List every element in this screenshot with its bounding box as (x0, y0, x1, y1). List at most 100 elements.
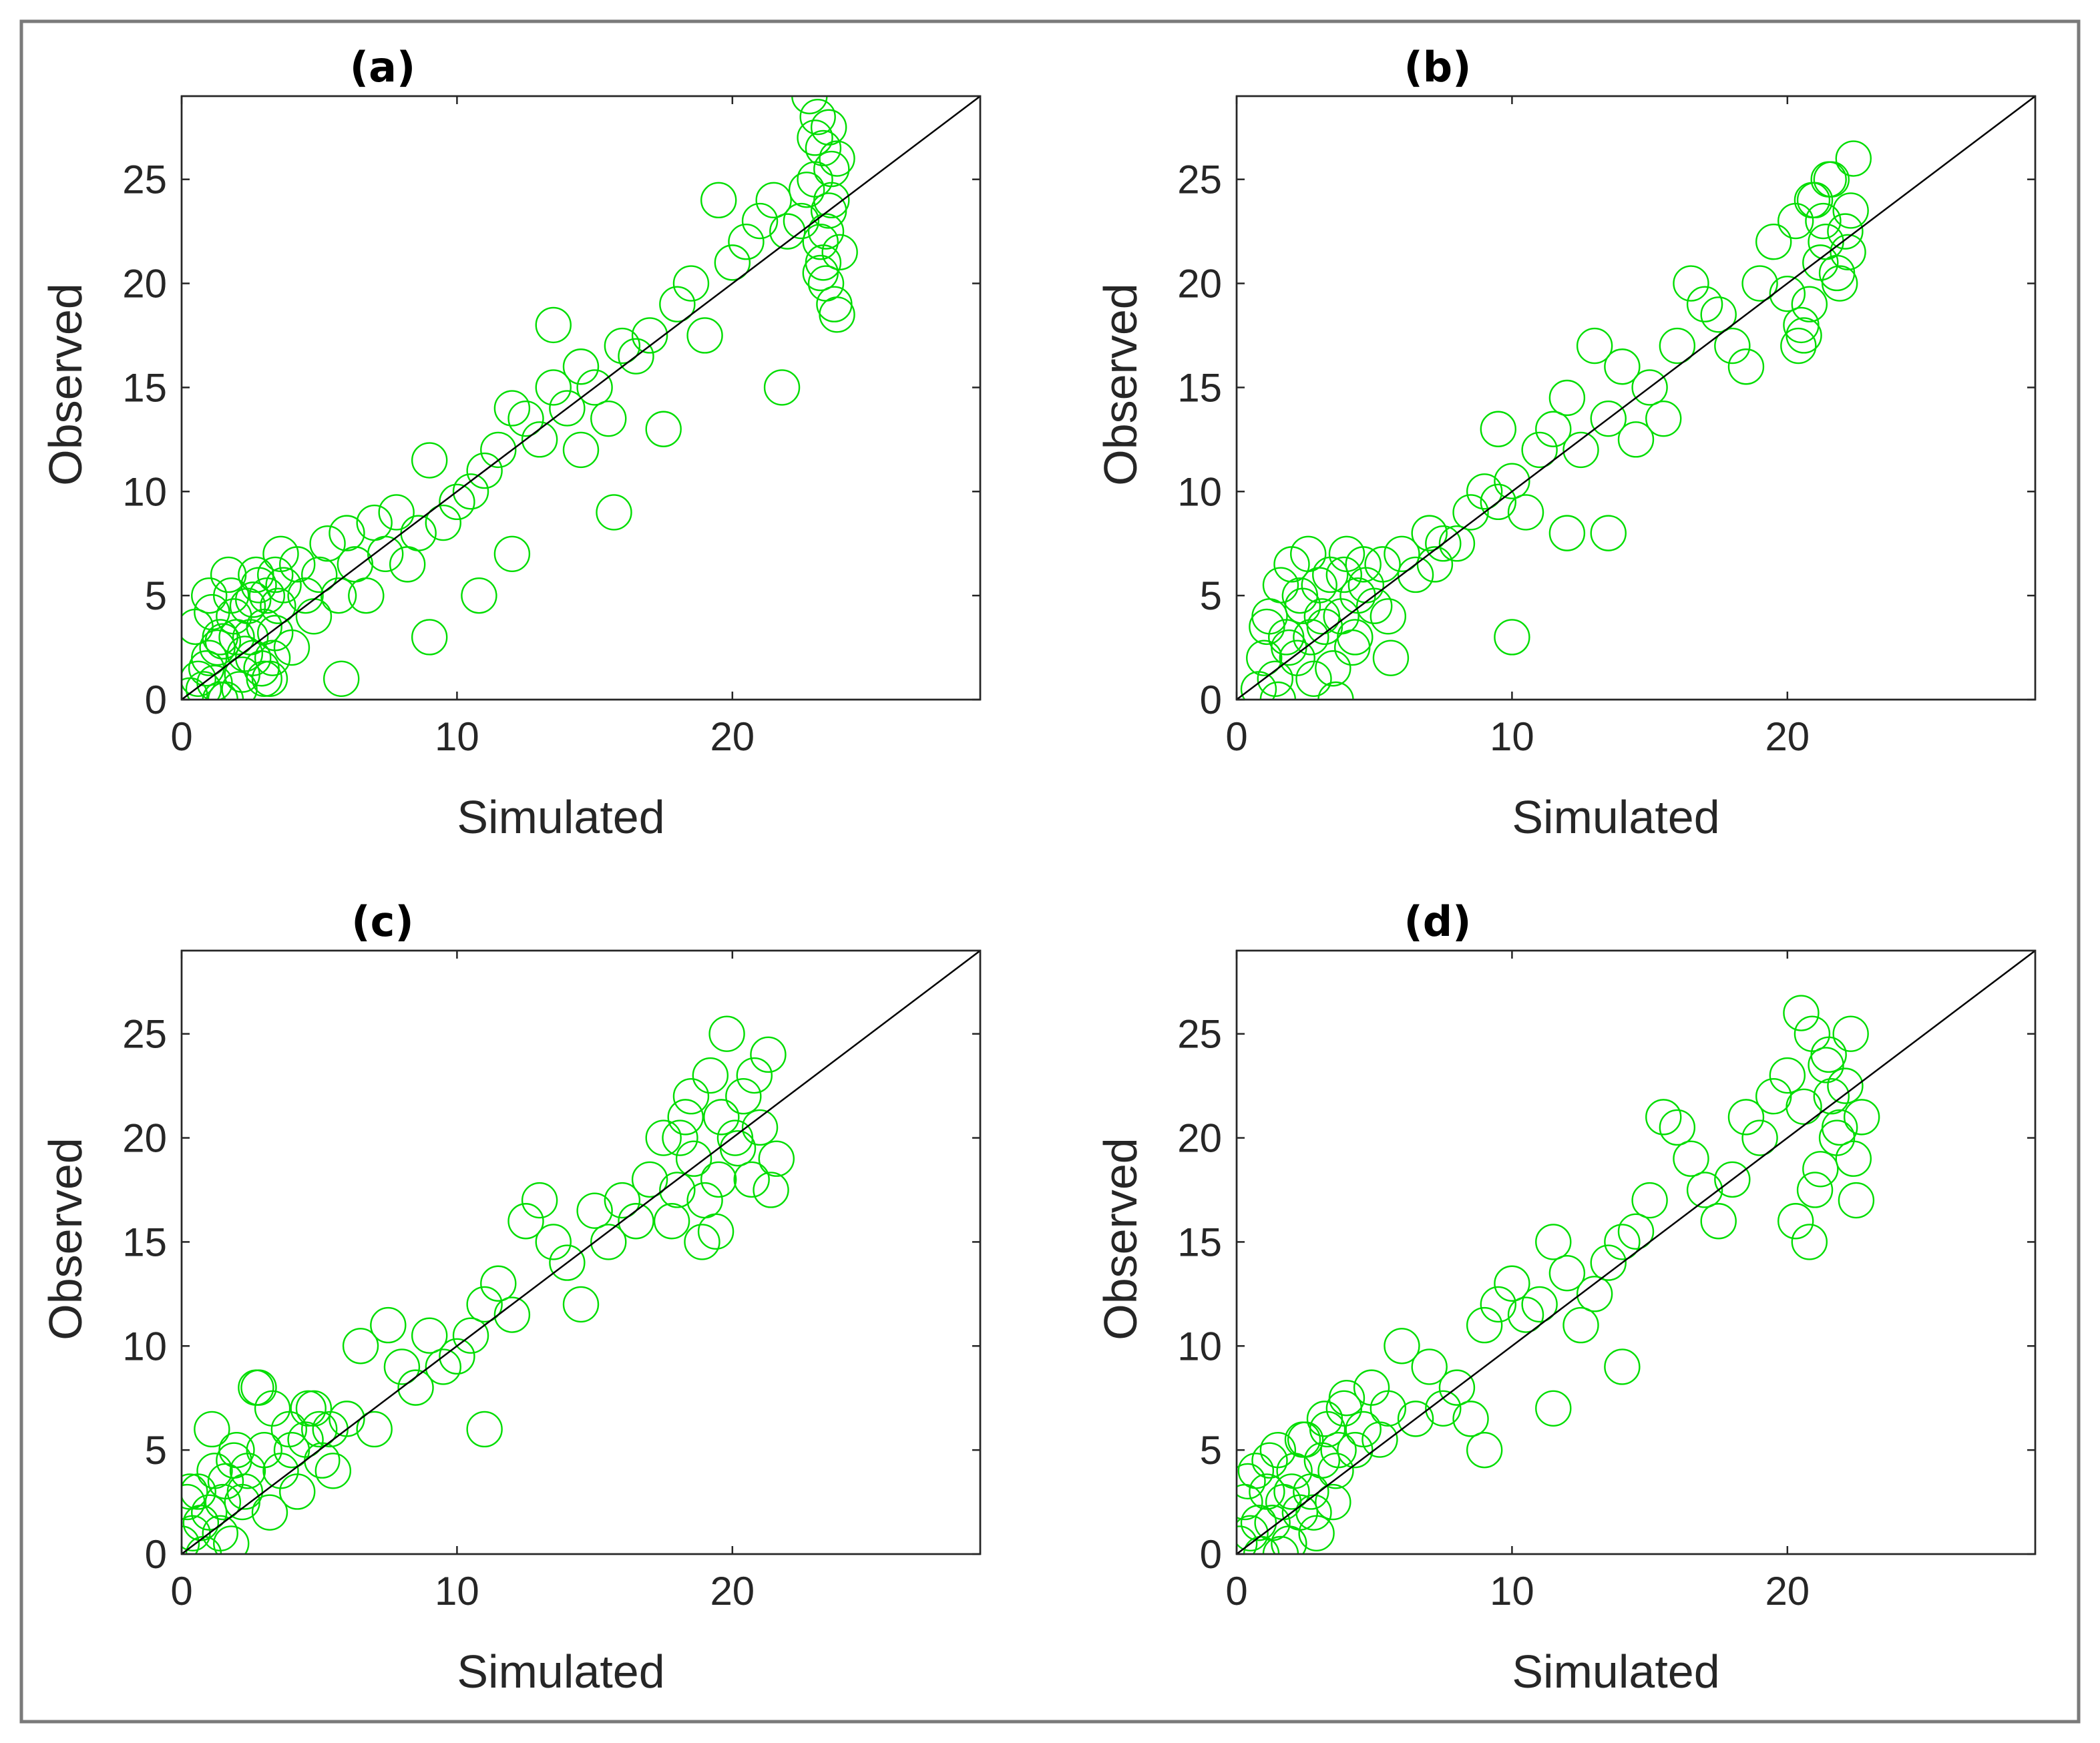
data-point (1813, 161, 1850, 198)
y-tick-label: 25 (1177, 158, 1222, 202)
data-point (1384, 1328, 1420, 1364)
data-point (260, 587, 296, 624)
x-axis-label: Simulated (1512, 1646, 1719, 1698)
data-point (1372, 640, 1410, 676)
data-point (301, 1411, 338, 1448)
data-point (238, 556, 274, 593)
data-point (1791, 286, 1828, 322)
data-point (1821, 1109, 1858, 1146)
y-tick-label: 0 (145, 678, 167, 722)
data-point (1249, 608, 1285, 646)
data-point (1617, 1213, 1655, 1250)
x-axis-label: Simulated (1512, 791, 1719, 843)
data-point (1306, 1401, 1343, 1437)
data-point (604, 1182, 641, 1219)
data-point (1755, 224, 1792, 260)
data-point (1827, 213, 1864, 250)
y-tick-label: 25 (1177, 1012, 1222, 1057)
y-tick-label: 10 (1177, 469, 1222, 514)
data-point (684, 1224, 720, 1260)
data-point (1830, 234, 1866, 270)
data-point (1315, 1483, 1351, 1521)
data-point (813, 150, 850, 188)
y-tick-label: 20 (122, 262, 167, 306)
panel-title: (b) (1404, 43, 1471, 91)
x-tick-label: 0 (1225, 714, 1247, 759)
data-point (466, 452, 503, 489)
data-point (226, 1473, 264, 1510)
data-point (493, 535, 531, 572)
data-point (1659, 1109, 1696, 1146)
data-point (1237, 1463, 1266, 1500)
data-point (257, 556, 294, 593)
data-point (370, 1306, 407, 1344)
data-point (439, 483, 475, 521)
data-point (1397, 556, 1434, 593)
data-point (1293, 619, 1329, 656)
data-point (1548, 1254, 1586, 1292)
data-point (1370, 1390, 1407, 1427)
y-tick-label: 5 (145, 1428, 167, 1473)
data-point (1813, 1078, 1850, 1115)
x-tick-label: 20 (710, 714, 755, 759)
data-point (1303, 598, 1341, 635)
data-point (590, 1224, 627, 1260)
data-point (662, 1119, 698, 1156)
data-point (493, 1296, 531, 1333)
data-point (1320, 1431, 1357, 1469)
data-point (210, 556, 247, 593)
data-point (1240, 1505, 1277, 1541)
data-point (1452, 1401, 1489, 1437)
data-point (1535, 1224, 1572, 1260)
data-point (207, 681, 244, 700)
data-point (1237, 1525, 1258, 1554)
data-point (1835, 1140, 1872, 1177)
plot-area (182, 96, 980, 700)
data-point (1769, 275, 1806, 312)
data-point (1246, 640, 1283, 676)
data-point (1411, 515, 1448, 551)
data-point (1714, 1161, 1751, 1198)
data-point (590, 400, 627, 437)
data-point (1337, 619, 1374, 656)
data-point (466, 1286, 503, 1323)
scatter-panel-1: 0 10 20 0 5 10 15 20 25 (a) Simulated Observed (39, 43, 982, 843)
data-point (562, 431, 600, 469)
y-tick-label: 0 (145, 1532, 167, 1577)
data-point (1832, 1015, 1869, 1052)
data-point (562, 348, 600, 385)
data-point (1315, 650, 1351, 687)
data-point (191, 1494, 228, 1531)
data-point (1364, 546, 1401, 583)
data-point (1411, 1348, 1448, 1385)
data-point (697, 1213, 734, 1250)
x-tick-label: 20 (1765, 1569, 1810, 1613)
y-tick-label: 5 (145, 573, 167, 618)
axes-border (180, 949, 982, 1555)
data-point (604, 327, 641, 364)
data-point (1237, 1453, 1275, 1489)
y-tick-label: 10 (1177, 1324, 1222, 1368)
data-point (329, 515, 365, 551)
data-point (810, 192, 847, 229)
data-point (1494, 463, 1530, 499)
x-tick-label: 0 (170, 1569, 192, 1613)
data-point (221, 671, 258, 700)
y-tick-label: 10 (122, 469, 167, 514)
data-point (342, 1328, 379, 1364)
plot-area (1237, 951, 2035, 1554)
data-point (1251, 1442, 1288, 1479)
data-point (1780, 327, 1817, 364)
data-point (1281, 577, 1319, 614)
data-point (301, 556, 338, 593)
data-point (1827, 1067, 1864, 1104)
data-point (1507, 494, 1544, 531)
data-point (700, 182, 737, 219)
data-point (535, 306, 572, 344)
data-point (1370, 598, 1407, 635)
x-tick-label: 10 (435, 1569, 479, 1613)
one-to-one-line (1237, 96, 2035, 700)
y-tick-label: 20 (122, 1116, 167, 1161)
data-point (675, 1140, 712, 1177)
data-point (461, 577, 497, 614)
